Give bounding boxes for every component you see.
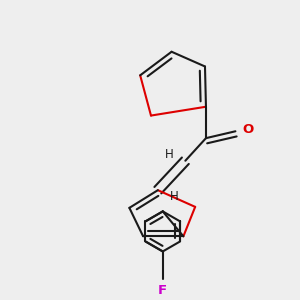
Text: H: H — [170, 190, 178, 202]
Text: F: F — [158, 284, 167, 297]
Text: H: H — [165, 148, 173, 161]
Text: O: O — [242, 123, 253, 136]
